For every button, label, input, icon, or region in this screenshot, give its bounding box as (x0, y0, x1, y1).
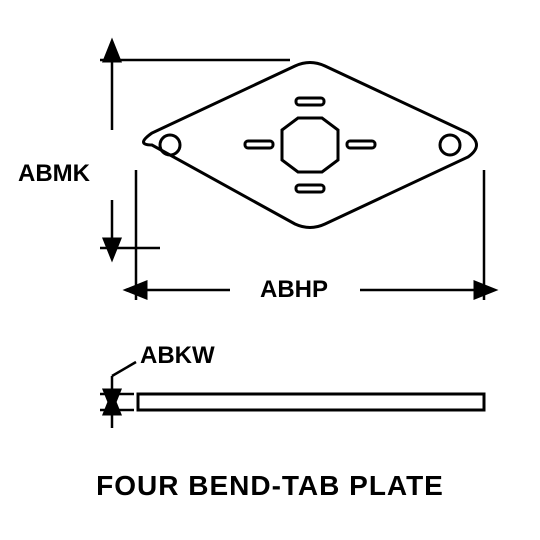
dimension-abmk (100, 60, 290, 248)
slot-left (245, 141, 273, 148)
hole-left (160, 135, 180, 155)
label-abhp: ABHP (260, 276, 328, 304)
slot-bottom (296, 185, 324, 192)
plate-side-view (138, 394, 484, 410)
slot-right (347, 141, 375, 148)
hole-right (440, 135, 460, 155)
diagram-container: ABMK ABHP ABKW FOUR BEND-TAB PLATE (0, 0, 540, 540)
slot-top (296, 98, 324, 105)
diagram-title: FOUR BEND-TAB PLATE (0, 470, 540, 502)
label-abkw: ABKW (140, 342, 215, 370)
center-cutout (282, 118, 338, 172)
dimension-abkw (100, 362, 136, 428)
plate-outline (144, 63, 477, 228)
label-abmk: ABMK (18, 160, 90, 188)
plate-top-view (144, 63, 477, 228)
diagram-svg (0, 0, 540, 540)
